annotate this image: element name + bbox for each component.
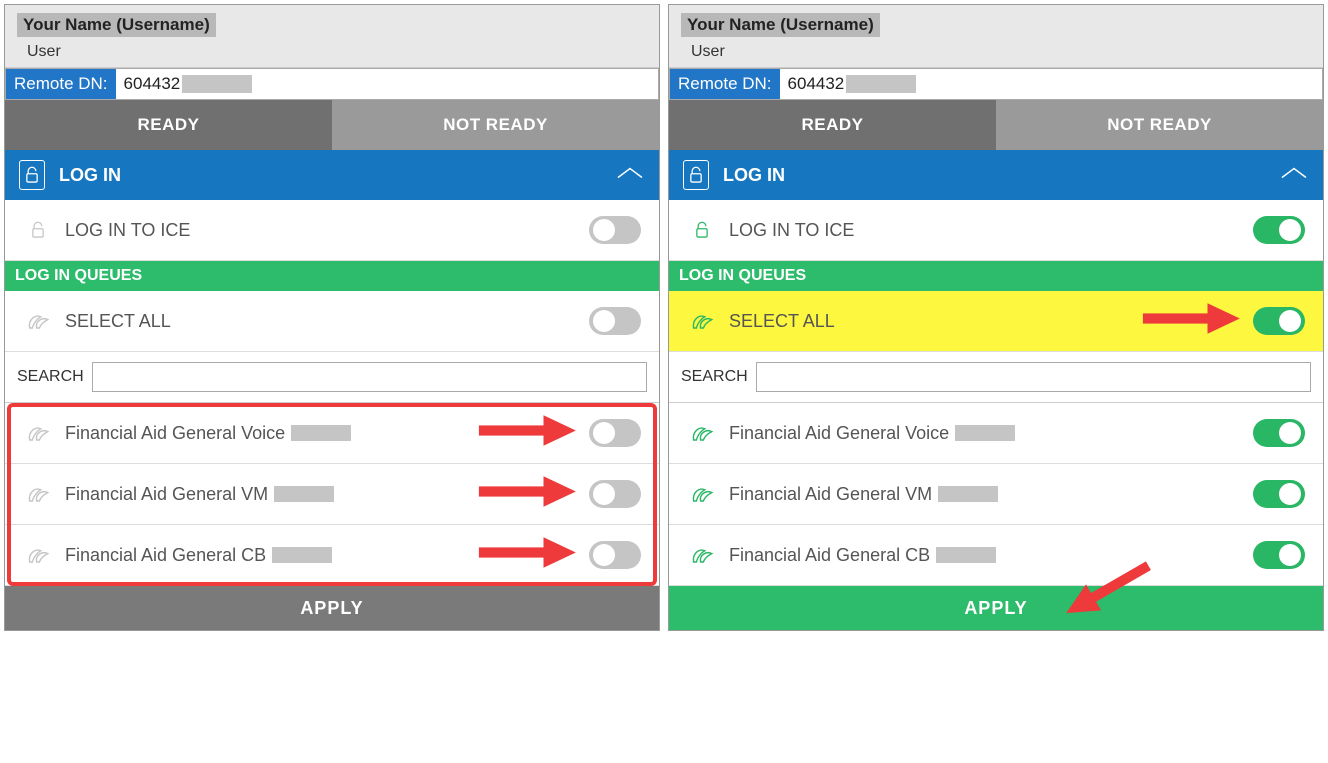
panel-left: Your Name (Username) User Remote DN: 604… [4, 4, 660, 631]
remote-dn-value[interactable]: 604432 [780, 69, 1322, 99]
not-ready-button[interactable]: NOT READY [996, 100, 1323, 150]
status-row: READY NOT READY [669, 100, 1323, 150]
queue-row: Financial Aid General VM [5, 464, 659, 525]
header-area: Your Name (Username) User [5, 5, 659, 68]
queue-toggle[interactable] [1253, 541, 1305, 569]
leaf-icon [687, 309, 717, 333]
remote-dn-row: Remote DN: 604432 [5, 68, 659, 100]
header-area: Your Name (Username) User [669, 5, 1323, 68]
queue-label: Financial Aid General VM [729, 484, 1253, 505]
select-all-toggle[interactable] [589, 307, 641, 335]
leaf-icon [23, 482, 53, 506]
queue-label: Financial Aid General CB [729, 545, 1253, 566]
user-role: User [27, 43, 647, 61]
queue-list: Financial Aid General Voice Financial Ai… [669, 403, 1323, 586]
queue-list: Financial Aid General Voice Financial Ai… [5, 403, 659, 586]
status-row: READY NOT READY [5, 100, 659, 150]
queue-label: Financial Aid General Voice [729, 423, 1253, 444]
queue-row: Financial Aid General Voice [669, 403, 1323, 464]
redacted-block [291, 425, 351, 441]
queue-label: Financial Aid General Voice [65, 423, 589, 444]
leaf-icon [687, 421, 717, 445]
apply-label: APPLY [300, 598, 363, 619]
redacted-block [936, 547, 996, 563]
login-ice-row: LOG IN TO ICE [669, 200, 1323, 261]
lock-icon [687, 221, 717, 239]
apply-button[interactable]: APPLY [5, 586, 659, 630]
search-row: SEARCH [5, 352, 659, 403]
login-ice-label: LOG IN TO ICE [65, 220, 589, 241]
lock-icon [683, 160, 709, 190]
login-queues-header: LOG IN QUEUES [5, 261, 659, 291]
apply-button[interactable]: APPLY [669, 586, 1323, 630]
panel-right: Your Name (Username) User Remote DN: 604… [668, 4, 1324, 631]
chevron-up-icon [615, 165, 645, 186]
select-all-label: SELECT ALL [65, 311, 589, 332]
lock-icon [19, 160, 45, 190]
login-ice-label: LOG IN TO ICE [729, 220, 1253, 241]
select-all-row: SELECT ALL [5, 291, 659, 352]
queue-label: Financial Aid General CB [65, 545, 589, 566]
login-header-label: LOG IN [723, 165, 785, 186]
queue-toggle[interactable] [589, 419, 641, 447]
redacted-block [846, 75, 916, 93]
login-ice-row: LOG IN TO ICE [5, 200, 659, 261]
queue-toggle[interactable] [1253, 480, 1305, 508]
not-ready-button[interactable]: NOT READY [332, 100, 659, 150]
login-ice-toggle[interactable] [1253, 216, 1305, 244]
redacted-block [955, 425, 1015, 441]
login-header[interactable]: LOG IN [5, 150, 659, 200]
queue-row: Financial Aid General CB [669, 525, 1323, 586]
select-all-row: SELECT ALL [669, 291, 1323, 352]
leaf-icon [687, 543, 717, 567]
queue-row: Financial Aid General CB [5, 525, 659, 586]
redacted-block [274, 486, 334, 502]
remote-dn-row: Remote DN: 604432 [669, 68, 1323, 100]
login-ice-toggle[interactable] [589, 216, 641, 244]
search-label: SEARCH [681, 368, 748, 386]
queue-row: Financial Aid General VM [669, 464, 1323, 525]
search-label: SEARCH [17, 368, 84, 386]
user-role: User [691, 43, 1311, 61]
remote-dn-text: 604432 [788, 74, 845, 94]
queue-toggle[interactable] [589, 541, 641, 569]
user-name-badge: Your Name (Username) [17, 13, 216, 37]
select-all-toggle[interactable] [1253, 307, 1305, 335]
ready-button[interactable]: READY [669, 100, 996, 150]
queue-label: Financial Aid General VM [65, 484, 589, 505]
leaf-icon [23, 309, 53, 333]
login-header-label: LOG IN [59, 165, 121, 186]
queue-toggle[interactable] [589, 480, 641, 508]
select-all-label: SELECT ALL [729, 311, 1253, 332]
lock-icon [23, 221, 53, 239]
leaf-icon [687, 482, 717, 506]
remote-dn-text: 604432 [124, 74, 181, 94]
chevron-up-icon [1279, 165, 1309, 186]
user-name-badge: Your Name (Username) [681, 13, 880, 37]
ready-button[interactable]: READY [5, 100, 332, 150]
leaf-icon [23, 543, 53, 567]
redacted-block [182, 75, 252, 93]
remote-dn-value[interactable]: 604432 [116, 69, 658, 99]
login-queues-header: LOG IN QUEUES [669, 261, 1323, 291]
redacted-block [938, 486, 998, 502]
remote-dn-label: Remote DN: [6, 69, 116, 99]
login-header[interactable]: LOG IN [669, 150, 1323, 200]
queue-toggle[interactable] [1253, 419, 1305, 447]
leaf-icon [23, 421, 53, 445]
search-input[interactable] [92, 362, 647, 392]
apply-label: APPLY [964, 598, 1027, 619]
remote-dn-label: Remote DN: [670, 69, 780, 99]
search-input[interactable] [756, 362, 1311, 392]
queue-row: Financial Aid General Voice [5, 403, 659, 464]
search-row: SEARCH [669, 352, 1323, 403]
redacted-block [272, 547, 332, 563]
